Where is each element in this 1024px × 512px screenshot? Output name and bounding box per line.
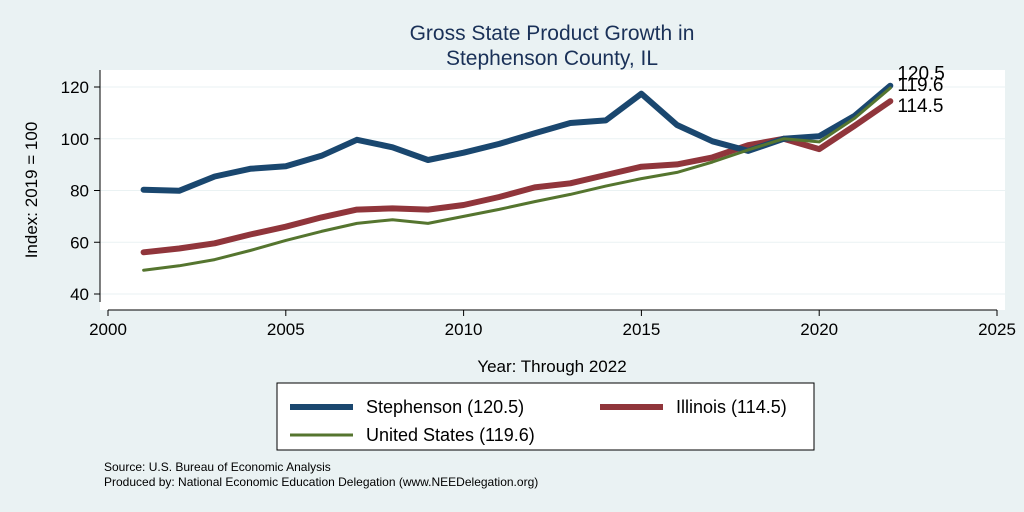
- produced-by-note: Produced by: National Economic Education…: [104, 475, 539, 489]
- x-tick-label-2000: 2000: [89, 320, 127, 339]
- source-note: Source: U.S. Bureau of Economic Analysis: [104, 460, 331, 474]
- series-group: [140, 82, 894, 272]
- x-axis-label: Year: Through 2022: [477, 357, 626, 376]
- legend-label-stephenson: Stephenson (120.5): [366, 397, 524, 417]
- chart-title-line-2: Stephenson County, IL: [446, 47, 658, 70]
- y-axis-label: Index: 2019 = 100: [22, 122, 41, 259]
- legend-box: [276, 382, 815, 451]
- x-tick-label-2010: 2010: [445, 320, 483, 339]
- end-label-united-states: 119.6: [897, 75, 943, 96]
- end-label-illinois: 114.5: [897, 96, 943, 117]
- footer: Source: U.S. Bureau of Economic Analysis…: [104, 460, 538, 490]
- y-tick-label-120: 120: [61, 78, 89, 97]
- x-tick-label-2020: 2020: [800, 320, 838, 339]
- y-tick-label-40: 40: [70, 285, 89, 304]
- legend-label-illinois: Illinois (114.5): [676, 397, 787, 417]
- x-axis-ticks: 2000 2005 2010 2015 2020 2025: [89, 310, 1016, 339]
- axes: [99, 70, 997, 311]
- end-label-stephenson: 120.5: [897, 64, 945, 85]
- y-tick-label-80: 80: [70, 182, 89, 201]
- y-tick-label-100: 100: [61, 130, 89, 149]
- y-axis-ticks: 40 60 80 100 120: [61, 78, 100, 304]
- grid-lines: [100, 86, 1005, 295]
- y-tick-label-60: 60: [70, 233, 89, 252]
- legend: Stephenson (120.5) Illinois (114.5) Unit…: [276, 382, 815, 451]
- x-tick-label-2025: 2025: [978, 320, 1016, 339]
- x-tick-label-2015: 2015: [622, 320, 660, 339]
- x-tick-label-2005: 2005: [267, 320, 305, 339]
- chart-title-line-1: Gross State Product Growth in: [410, 22, 695, 45]
- legend-label-united-states: United States (119.6): [366, 425, 535, 445]
- series-line-united-states: [142, 86, 892, 272]
